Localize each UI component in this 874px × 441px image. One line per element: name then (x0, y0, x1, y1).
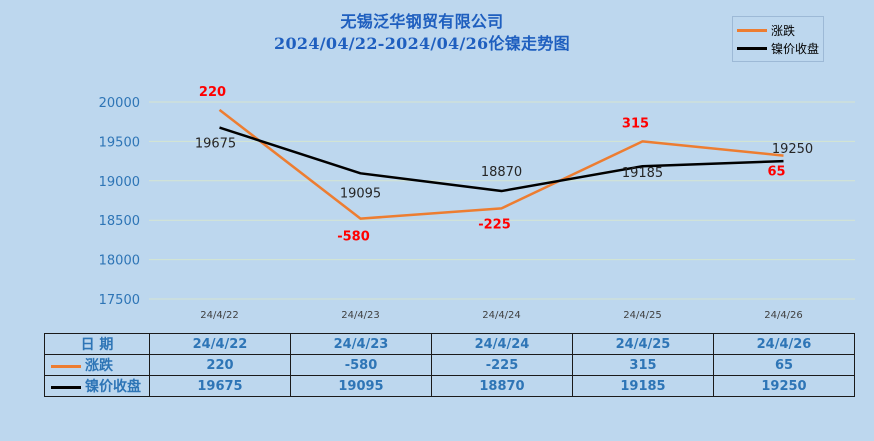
series-line-change (218, 108, 784, 220)
legend-swatch-close (737, 46, 767, 50)
table-date-cell: 24/4/22 (149, 333, 291, 355)
table-date-cell: 24/4/23 (290, 333, 432, 355)
data-label-change: -580 (337, 230, 370, 245)
table-row-header-change: 涨跌 (44, 354, 150, 376)
table-row-label-close: 镍价收盘 (85, 379, 141, 395)
legend-item-close: 镍价收盘 (737, 40, 819, 56)
y-tick-label: 19000 (99, 175, 140, 190)
x-tick-label: 24/4/26 (764, 310, 803, 321)
data-label-change: 65 (767, 165, 785, 180)
y-tick-label: 20000 (99, 96, 140, 111)
chart-title-line1: 无锡泛华钢贸有限公司 (340, 12, 504, 31)
table-cell: 19095 (290, 375, 432, 397)
data-label-close: 18870 (481, 165, 522, 180)
y-tick-label: 19500 (99, 135, 140, 150)
legend-label-change: 涨跌 (771, 23, 796, 38)
data-label-close: 19095 (340, 186, 381, 201)
table-cell: 65 (713, 354, 855, 376)
table-cell: -580 (290, 354, 432, 376)
legend: 涨跌 镍价收盘 (732, 16, 824, 62)
data-label-close: 19675 (195, 137, 236, 152)
plot-area: 17500 18000 18500 19000 19500 20000 24/4/22 24/… (99, 85, 855, 321)
table-row-label-change: 涨跌 (85, 358, 113, 374)
legend-swatch-change (737, 28, 767, 32)
table-cell: 220 (149, 354, 291, 376)
table-row-close: 镍价收盘 19675 19095 18870 19185 19250 (44, 375, 855, 397)
table-cell: 19675 (149, 375, 291, 397)
table-swatch-change (51, 364, 81, 368)
legend-item-change: 涨跌 (737, 22, 795, 38)
x-tick-label: 24/4/23 (341, 310, 380, 321)
series-line-close (219, 126, 784, 193)
data-table: 日 期 24/4/22 24/4/23 24/4/24 24/4/25 24/4… (44, 333, 855, 397)
data-label-change: 315 (622, 116, 649, 131)
data-label-close: 19250 (772, 142, 813, 157)
chart-title-line2: 2024/04/22-2024/04/26伦镍走势图 (274, 34, 570, 53)
table-date-row: 日 期 24/4/22 24/4/23 24/4/24 24/4/25 24/4… (44, 333, 855, 355)
data-label-change: 220 (199, 85, 226, 100)
table-date-cell: 24/4/25 (572, 333, 714, 355)
y-tick-label: 18000 (99, 254, 140, 269)
legend-label-close: 镍价收盘 (771, 41, 820, 56)
table-swatch-close (51, 385, 81, 389)
table-cell: -225 (431, 354, 573, 376)
table-row-header-close: 镍价收盘 (44, 375, 150, 397)
table-cell: 19185 (572, 375, 714, 397)
table-cell: 19250 (713, 375, 855, 397)
table-cell: 18870 (431, 375, 573, 397)
table-date-cell: 24/4/26 (713, 333, 855, 355)
table-date-header: 日 期 (44, 333, 150, 355)
data-label-close: 19185 (622, 166, 663, 181)
data-label-change: -225 (478, 217, 511, 232)
table-date-cell: 24/4/24 (431, 333, 573, 355)
x-tick-label: 24/4/24 (482, 310, 521, 321)
x-tick-label: 24/4/25 (623, 310, 662, 321)
y-tick-label: 18500 (99, 214, 140, 229)
x-tick-label: 24/4/22 (200, 310, 239, 321)
y-tick-label: 17500 (99, 293, 140, 308)
table-row-change: 涨跌 220 -580 -225 315 65 (44, 354, 855, 376)
table-cell: 315 (572, 354, 714, 376)
